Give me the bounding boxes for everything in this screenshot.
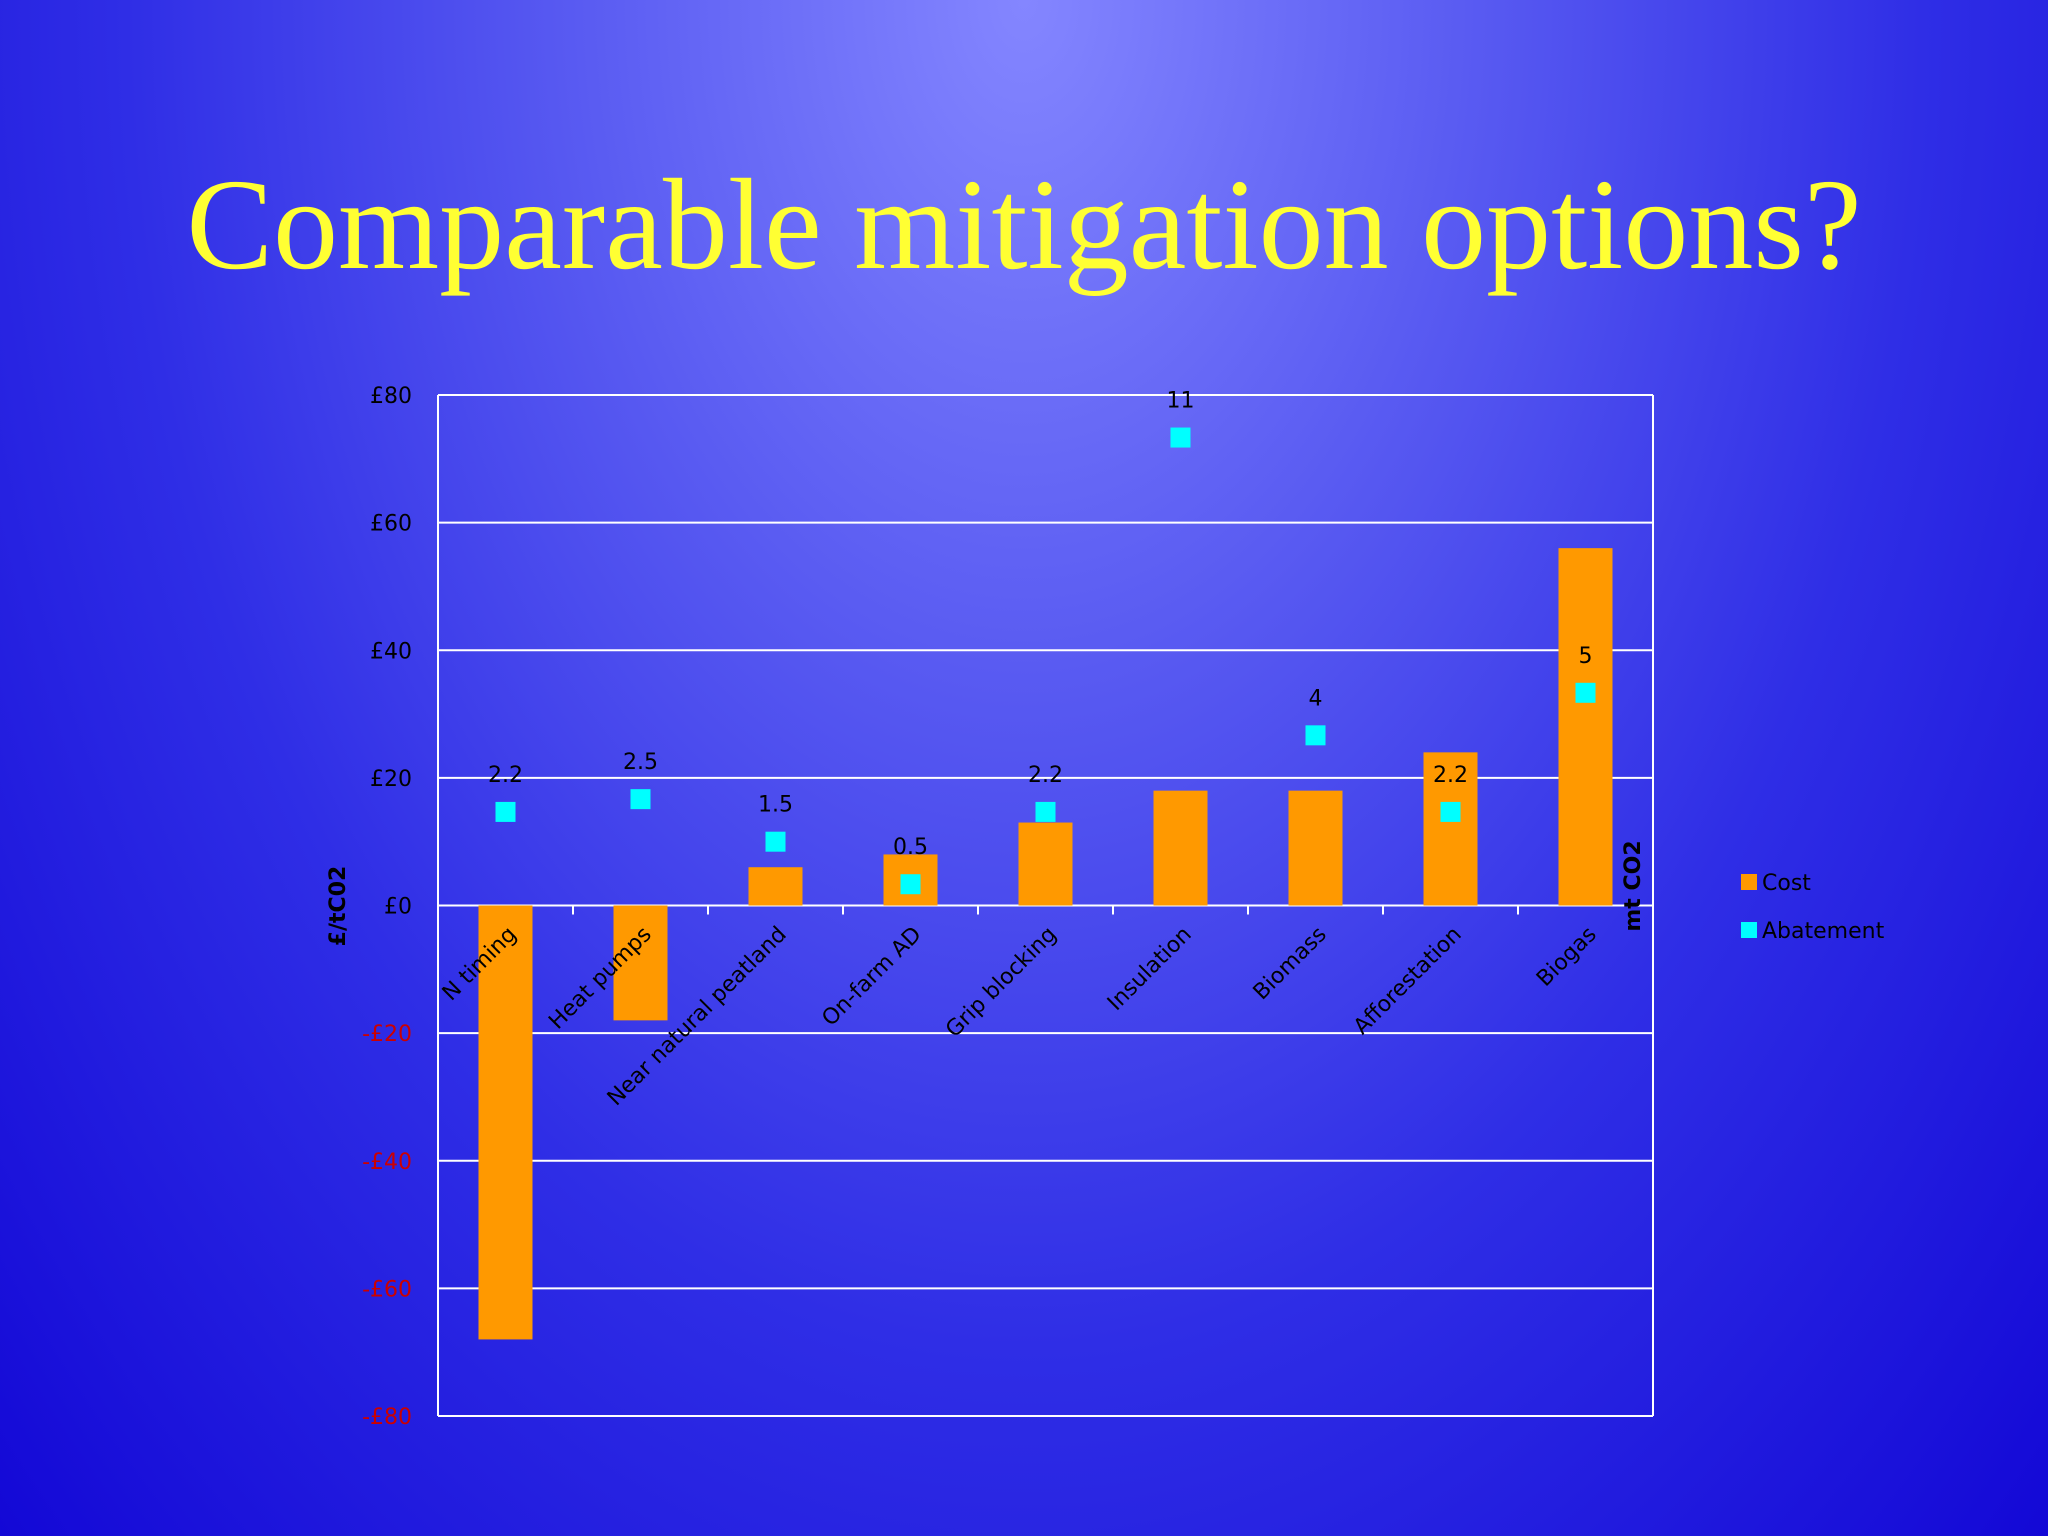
cost-bar [1153, 790, 1208, 906]
cost-bar [1423, 752, 1478, 906]
y-tick-label: -£40 [362, 1150, 412, 1175]
legend: Cost Abatement [1741, 871, 1885, 944]
abatement-point [1170, 427, 1191, 448]
category-label: Biogas [1532, 922, 1602, 992]
legend-cost-label: Cost [1762, 871, 1811, 896]
legend-abatement-swatch [1741, 922, 1757, 938]
abatement-point [765, 831, 786, 852]
y-tick-label: £0 [384, 895, 412, 920]
category-label: Grip blocking [941, 922, 1062, 1043]
abatement-point [630, 789, 651, 810]
abatement-data-label: 11 [1167, 389, 1195, 414]
category-label: On-farm AD [817, 922, 926, 1031]
slide-title: Comparable mitigation options? [186, 153, 1862, 297]
y-tick-label: -£60 [362, 1277, 412, 1302]
legend-cost-swatch [1741, 874, 1757, 890]
category-label: Biomass [1249, 922, 1332, 1005]
gridlines [437, 394, 1654, 1417]
abatement-point [495, 801, 516, 822]
abatement-point [1440, 801, 1461, 822]
abatement-point [1305, 725, 1326, 746]
abatement-data-label: 1.5 [758, 793, 793, 818]
cost-bar [748, 867, 803, 906]
y-axis-title: £/tC02 [326, 866, 351, 947]
y-tick-label: £80 [370, 384, 412, 409]
abatement-data-label: 2.5 [623, 750, 658, 775]
abatement-point [1035, 801, 1056, 822]
cost-bar [478, 905, 533, 1340]
legend-abatement-label: Abatement [1762, 919, 1885, 944]
y-tick-label: -£80 [362, 1405, 412, 1430]
abatement-point [900, 874, 921, 895]
secondary-axis-title: mt CO2 [1621, 840, 1646, 931]
abatement-point [1575, 682, 1596, 703]
y-tick-label: £40 [370, 639, 412, 664]
y-tick-labels: £80 £60 £40 £20 £0 -£20 -£40 -£60 -£80 [362, 384, 412, 1430]
category-label: Afforestation [1349, 922, 1467, 1040]
y-tick-label: £20 [370, 767, 412, 792]
abatement-data-label: 2.2 [488, 763, 523, 788]
abatement-data-label: 0.5 [893, 835, 928, 860]
cost-bar [1018, 822, 1073, 906]
abatement-data-label: 2.2 [1028, 763, 1063, 788]
y-tick-label: £60 [370, 512, 412, 537]
abatement-data-label: 5 [1579, 644, 1593, 669]
cost-bars [478, 548, 1613, 1340]
abatement-data-label: 2.2 [1433, 763, 1468, 788]
cost-bar [1558, 548, 1613, 906]
abatement-data-label: 4 [1309, 686, 1323, 711]
abatement-points [495, 427, 1596, 895]
cost-bar [1288, 790, 1343, 906]
abatement-data-labels: 2.2 2.5 1.5 0.5 2.2 11 4 2.2 5 [488, 389, 1593, 861]
y-tick-label: -£20 [362, 1022, 412, 1047]
category-label: Insulation [1103, 922, 1197, 1016]
cost-bar [613, 905, 668, 1021]
